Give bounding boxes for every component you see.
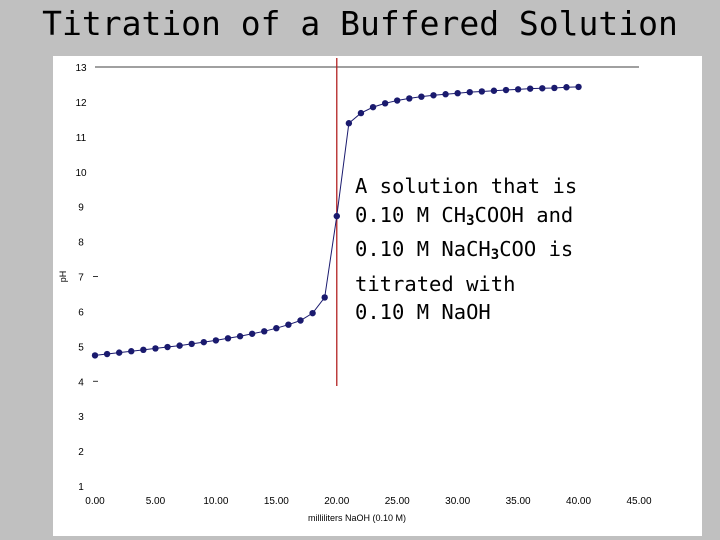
- y-tick-label: 2: [78, 447, 84, 458]
- data-point: [454, 89, 461, 97]
- data-point: [200, 338, 207, 346]
- data-point: [381, 100, 389, 107]
- data-point: [551, 84, 558, 92]
- annotation-text: A solution that is 0.10 M CH3COOH and 0.10…: [355, 172, 577, 327]
- data-point: [563, 84, 570, 91]
- data-point: [333, 212, 340, 220]
- data-point: [224, 335, 232, 342]
- annotation-line: A solution that is: [355, 172, 577, 201]
- y-tick-label: 4: [78, 377, 84, 388]
- data-point: [430, 92, 437, 99]
- data-point: [466, 88, 473, 96]
- data-point: [369, 103, 377, 111]
- data-point: [91, 352, 99, 359]
- data-point: [273, 324, 280, 332]
- slide-title: Titration of a Buffered Solution: [42, 4, 678, 43]
- y-tick-label: 6: [78, 307, 84, 318]
- x-tick-label: 5.00: [146, 496, 166, 507]
- annotation-segment: 0.10 M CH: [355, 202, 467, 227]
- data-point: [248, 330, 256, 337]
- annotation-segment: COO is: [499, 237, 574, 261]
- annotation-line: 0.10 M NaOH: [355, 298, 577, 327]
- data-point: [236, 333, 244, 340]
- data-point: [357, 109, 365, 117]
- data-point: [212, 337, 220, 344]
- y-tick-label: 5: [78, 342, 84, 353]
- y-tick-label: 12: [75, 98, 87, 109]
- data-point: [140, 346, 147, 354]
- data-point: [527, 85, 534, 92]
- annotation-segment: COOH and: [474, 202, 574, 227]
- y-tick-label: 1: [78, 482, 84, 493]
- data-point: [321, 294, 328, 301]
- data-point: [406, 95, 413, 102]
- plot-panel: 1 2 3 4 5 6 7 8 9 10 11 12 13 0.00 5.00 10.00 15.00 20.00…: [53, 56, 702, 536]
- data-point: [188, 340, 195, 348]
- annotation-segment: 0.10 M NaOH: [355, 300, 491, 324]
- x-tick-label: 10.00: [203, 496, 228, 507]
- x-tick-label: 0.00: [85, 496, 105, 507]
- data-point: [345, 120, 353, 127]
- x-tick-label: 30.00: [445, 496, 470, 507]
- y-tick-label: 9: [78, 203, 84, 214]
- y-tick-label: 11: [76, 133, 87, 144]
- annotation-line: titrated with: [355, 270, 577, 299]
- x-axis-title: milliliters NaOH (0.10 M): [308, 513, 406, 523]
- annotation-line: 0.10 M CH3COOH and: [355, 201, 577, 236]
- data-point: [514, 86, 522, 93]
- x-tick-label: 45.00: [626, 496, 651, 507]
- data-point: [394, 97, 401, 104]
- annotation-line: 0.10 M NaCH3COO is: [355, 235, 577, 270]
- x-tick-label: 20.00: [324, 496, 349, 507]
- y-tick-label: 10: [75, 168, 87, 179]
- y-tick-label: 8: [78, 238, 84, 249]
- y-tick-label: 7: [78, 273, 84, 284]
- data-point: [128, 348, 135, 355]
- data-point: [490, 87, 498, 94]
- x-tick-label: 40.00: [566, 496, 591, 507]
- data-point: [115, 349, 123, 356]
- data-point: [418, 93, 425, 100]
- data-point: [539, 85, 546, 92]
- data-point: [164, 343, 171, 351]
- annotation-segment: A solution that is: [355, 174, 578, 198]
- data-point: [502, 86, 510, 94]
- annotation-subscript: 3: [466, 212, 475, 229]
- data-point: [152, 345, 159, 352]
- data-point: [442, 91, 449, 98]
- data-point: [478, 88, 486, 95]
- data-point: [297, 317, 304, 324]
- annotation-segment: 0.10 M NaCH: [355, 237, 491, 261]
- data-point: [575, 83, 582, 91]
- data-point: [261, 328, 268, 335]
- data-point: [285, 321, 292, 328]
- y-tick-label: 3: [78, 412, 84, 423]
- annotation-segment: titrated with: [355, 271, 516, 296]
- data-point: [176, 342, 183, 349]
- annotation-subscript: 3: [490, 247, 500, 263]
- x-tick-label: 25.00: [385, 496, 410, 507]
- x-tick-label: 15.00: [264, 496, 289, 507]
- y-tick-label: 13: [75, 63, 87, 74]
- data-point: [103, 350, 111, 358]
- data-point: [309, 309, 316, 317]
- x-tick-label: 35.00: [506, 496, 531, 507]
- y-axis-title: pH: [58, 271, 68, 283]
